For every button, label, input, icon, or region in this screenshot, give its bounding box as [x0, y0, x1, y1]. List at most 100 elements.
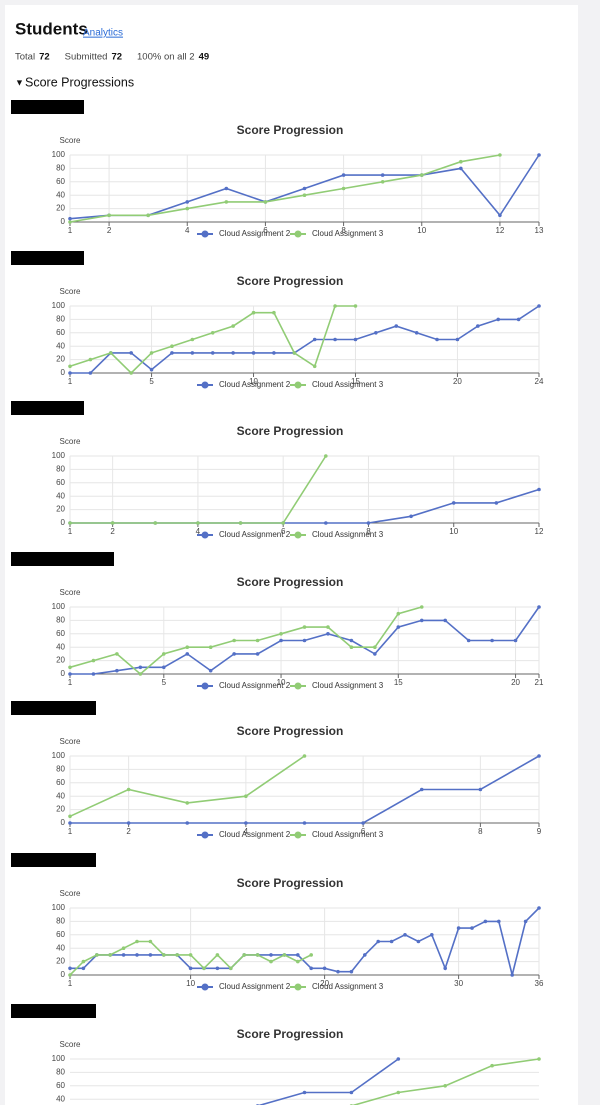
data-point	[333, 304, 337, 308]
chart-title: Score Progression	[237, 274, 344, 288]
x-tick-label: 10	[249, 377, 258, 386]
data-point	[312, 364, 317, 369]
data-point	[108, 351, 113, 355]
data-point	[135, 953, 139, 957]
data-point	[188, 953, 193, 957]
data-point	[380, 180, 385, 184]
data-point	[490, 1063, 494, 1068]
series-line	[70, 305, 540, 374]
data-point	[389, 939, 394, 944]
data-point	[498, 153, 502, 157]
data-point	[68, 973, 72, 977]
data-point	[148, 953, 153, 957]
y-tick-label: 20	[56, 656, 65, 665]
data-point	[416, 939, 421, 944]
x-tick-label: 1	[68, 226, 73, 235]
x-tick-label: 10	[186, 979, 195, 988]
data-point	[414, 331, 419, 335]
x-tick-label: 5	[149, 377, 154, 386]
data-point	[333, 337, 337, 342]
y-tick-label: 60	[56, 478, 65, 487]
data-point	[68, 821, 72, 825]
stat-value: 72	[111, 52, 122, 63]
data-point	[238, 521, 243, 525]
data-point	[68, 665, 72, 670]
data-point	[242, 953, 246, 957]
data-point	[537, 304, 541, 308]
data-point	[88, 371, 93, 375]
data-point	[349, 969, 354, 974]
y-tick-label: 40	[56, 190, 65, 199]
x-tick-label: 15	[351, 377, 360, 386]
data-point	[537, 754, 541, 758]
x-tick-label: 24	[535, 377, 544, 386]
y-tick-label: 40	[56, 642, 65, 651]
data-point	[456, 926, 461, 930]
data-point	[251, 310, 256, 315]
data-point	[361, 821, 365, 825]
data-point	[251, 351, 256, 355]
stat-label: Submitted	[65, 52, 108, 63]
series-line	[69, 606, 422, 676]
data-point	[185, 821, 190, 825]
data-point	[466, 638, 471, 643]
y-tick-label: 100	[52, 451, 66, 460]
data-point	[135, 939, 139, 944]
data-point	[108, 953, 112, 957]
data-point	[396, 611, 401, 616]
legend-label: Cloud Assignment 3	[312, 830, 384, 839]
data-point	[224, 200, 229, 204]
data-point	[185, 200, 190, 204]
legend-label: Cloud Assignment 2	[219, 982, 291, 991]
data-point	[419, 173, 424, 177]
x-tick-label: 1	[68, 678, 73, 687]
y-tick-label: 60	[56, 328, 65, 337]
stat-label: Total	[15, 52, 35, 63]
x-tick-label: 12	[495, 226, 504, 235]
data-point	[302, 193, 307, 197]
disclosure-triangle[interactable]: ▼	[15, 77, 24, 87]
data-point	[68, 364, 72, 369]
data-point	[202, 966, 206, 971]
data-point	[302, 821, 307, 825]
x-tick-label: 1	[68, 827, 73, 836]
data-point	[129, 351, 133, 355]
data-point	[494, 501, 499, 505]
section-title[interactable]: Score Progressions	[25, 75, 134, 89]
y-tick-label: 80	[56, 917, 65, 926]
data-point	[185, 206, 190, 211]
data-point	[149, 351, 154, 355]
y-tick-label: 100	[52, 150, 66, 159]
y-tick-label: 40	[56, 341, 65, 350]
legend-swatch	[294, 531, 302, 539]
data-point	[478, 787, 483, 792]
legend-label: Cloud Assignment 2	[219, 530, 291, 539]
data-point	[185, 652, 190, 656]
data-point	[373, 652, 377, 656]
data-point	[324, 521, 328, 525]
data-point	[190, 351, 195, 355]
data-point	[394, 324, 399, 328]
chart-title: Score Progression	[237, 1027, 344, 1041]
data-point	[409, 514, 413, 519]
x-tick-label: 13	[535, 226, 544, 235]
data-point	[185, 645, 190, 649]
y-tick-label: 100	[52, 1054, 66, 1063]
y-tick-label: 80	[56, 765, 65, 774]
data-point	[302, 638, 307, 643]
chart-title: Score Progression	[237, 575, 344, 589]
data-point	[255, 638, 260, 643]
data-point	[146, 213, 150, 218]
data-point	[302, 754, 307, 758]
data-point	[476, 324, 480, 328]
analytics-link[interactable]: Analytics	[83, 28, 123, 39]
data-point	[68, 966, 72, 971]
y-tick-label: 20	[56, 355, 65, 364]
x-tick-label: 10	[417, 226, 426, 235]
data-point	[513, 638, 518, 643]
data-point	[451, 501, 456, 505]
data-point	[349, 638, 354, 643]
data-point	[292, 351, 297, 355]
legend-label: Cloud Assignment 2	[219, 681, 291, 690]
